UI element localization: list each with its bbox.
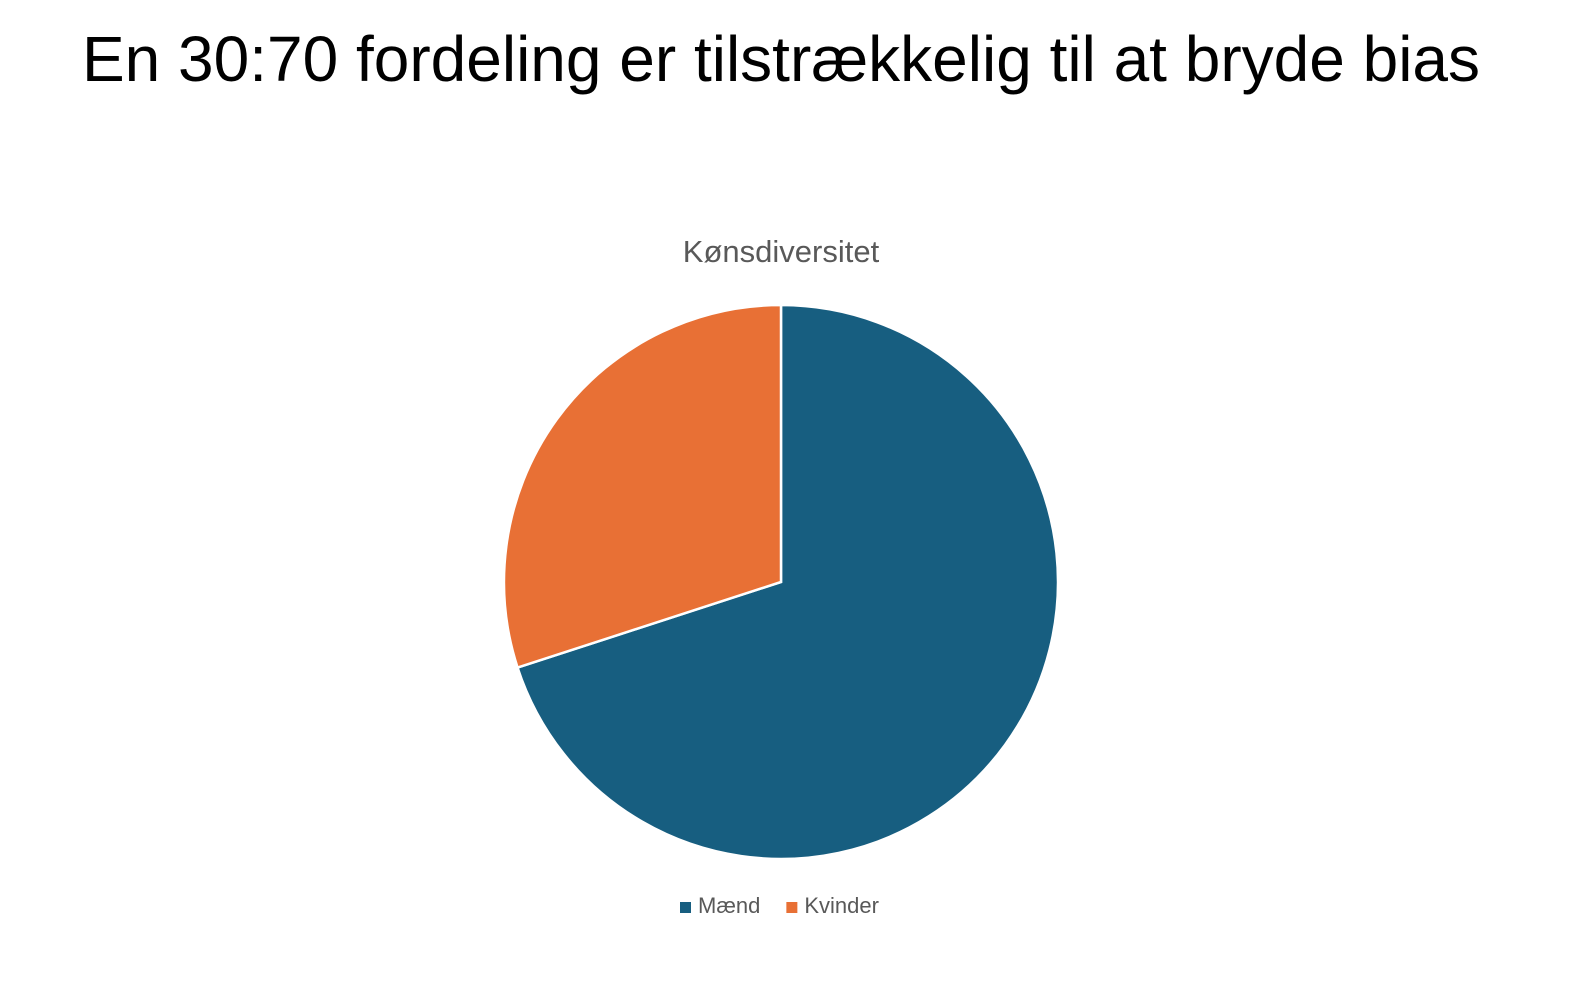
chart-title: Kønsdiversitet xyxy=(683,234,880,269)
slide-title: En 30:70 fordeling er tilstrækkelig til … xyxy=(82,23,1480,95)
legend-text: Kvinder xyxy=(804,893,879,918)
pie-slice xyxy=(515,303,1060,861)
pie-slice xyxy=(502,303,783,670)
legend-swatch xyxy=(680,902,691,913)
legend-swatch xyxy=(786,902,798,913)
legend-text: Mænd xyxy=(698,893,760,918)
